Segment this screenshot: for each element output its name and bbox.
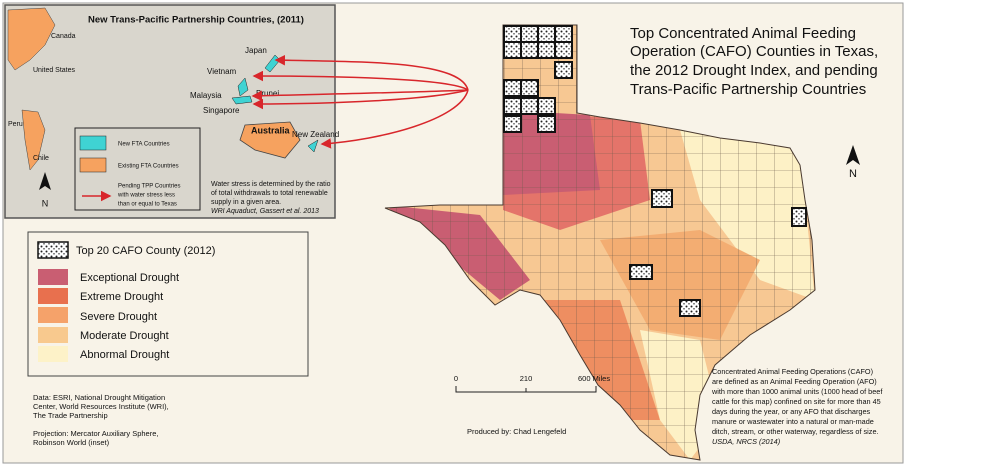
legend-label: Pending TPP Countries	[118, 184, 180, 190]
scale-label: 210	[520, 374, 533, 383]
legend-label: Existing FTA Countries	[118, 164, 179, 170]
legend-label: Moderate Drought	[80, 330, 169, 342]
inset: New Trans-Pacific Partnership Countries,…	[4, 4, 339, 219]
note-source: USDA, NRCS (2014)	[712, 437, 780, 446]
legend-label: Extreme Drought	[80, 291, 163, 303]
scale-label: 0	[454, 374, 458, 383]
inset-north-label: N	[42, 198, 49, 208]
tpp-arrows	[251, 54, 469, 149]
title-line: Top Concentrated Animal Feeding	[630, 25, 856, 42]
legend-label: Top 20 CAFO County (2012)	[76, 245, 215, 257]
title: Top Concentrated Animal Feeding Operatio…	[630, 25, 878, 98]
inset-title: New Trans-Pacific Partnership Countries,…	[88, 15, 304, 26]
country-label: Chile	[33, 155, 49, 162]
credit-line: Projection: Mercator Auxiliary Sphere,	[33, 429, 158, 438]
credit-line: Data: ESRI, National Drought Mitigation	[33, 393, 165, 402]
title-line: Operation (CAFO) Counties in Texas,	[630, 43, 878, 60]
country-label: New Zealand	[292, 130, 339, 139]
legend: Top 20 CAFO County (2012) Exceptional Dr…	[27, 231, 309, 377]
scale-label: 600 Miles	[578, 374, 610, 383]
country-label: Singapore	[203, 106, 240, 115]
scale-bar: 0 210 600 Miles	[454, 374, 610, 393]
note-line: cattle for this map) confined on site fo…	[712, 397, 881, 406]
inset-note: of total withdrawals to total renewable	[211, 190, 328, 197]
country-label: Brunei	[256, 89, 279, 98]
country-label: Japan	[245, 46, 267, 55]
country-label: Australia	[251, 125, 291, 135]
note-line: with more than 1000 animal units (1000 h…	[711, 387, 883, 396]
note-line: manure or wastewater into a natural or m…	[712, 417, 874, 426]
legend-label: New FTA Countries	[118, 142, 170, 148]
country-label: Vietnam	[207, 67, 237, 76]
note-line: are defined as an Animal Feeding Operati…	[712, 377, 877, 386]
credit-line: Robinson World (inset)	[33, 438, 110, 447]
north-arrow	[846, 145, 860, 165]
legend-label: Severe Drought	[80, 311, 157, 323]
title-line: the 2012 Drought Index, and pending	[630, 62, 878, 79]
cafo-note: Concentrated Animal Feeding Operations (…	[711, 367, 883, 446]
credits: Data: ESRI, National Drought Mitigation …	[33, 393, 566, 447]
country-label: Peru	[8, 121, 23, 128]
north-label: N	[849, 168, 857, 180]
inset-note: Water stress is determined by the ratio	[211, 181, 331, 188]
produced-by: Produced by: Chad Lengefeld	[467, 427, 566, 436]
legend-label: Abnormal Drought	[80, 349, 169, 361]
credit-line: The Trade Partnership	[33, 411, 108, 420]
note-line: days during the year, or any AFO that di…	[712, 407, 871, 416]
legend-label: Exceptional Drought	[80, 272, 179, 284]
country-label: Canada	[51, 33, 76, 40]
credit-line: Center, World Resources Institute (WRI),	[33, 402, 169, 411]
cafo-counties	[503, 25, 807, 317]
title-line: Trans-Pacific Partnership Countries	[630, 81, 866, 98]
legend-label: than or equal to Texas	[118, 202, 177, 208]
inset-note-source: WRI Aquaduct, Gassert et al. 2013	[211, 208, 319, 215]
legend-label: with water stress less	[117, 193, 175, 199]
country-label: Malaysia	[190, 91, 222, 100]
note-line: Concentrated Animal Feeding Operations (…	[712, 367, 873, 376]
inset-note: supply in a given area.	[211, 199, 281, 206]
note-line: ditch, stream, or other waterway, regard…	[712, 427, 879, 436]
country-label: United States	[33, 67, 76, 74]
